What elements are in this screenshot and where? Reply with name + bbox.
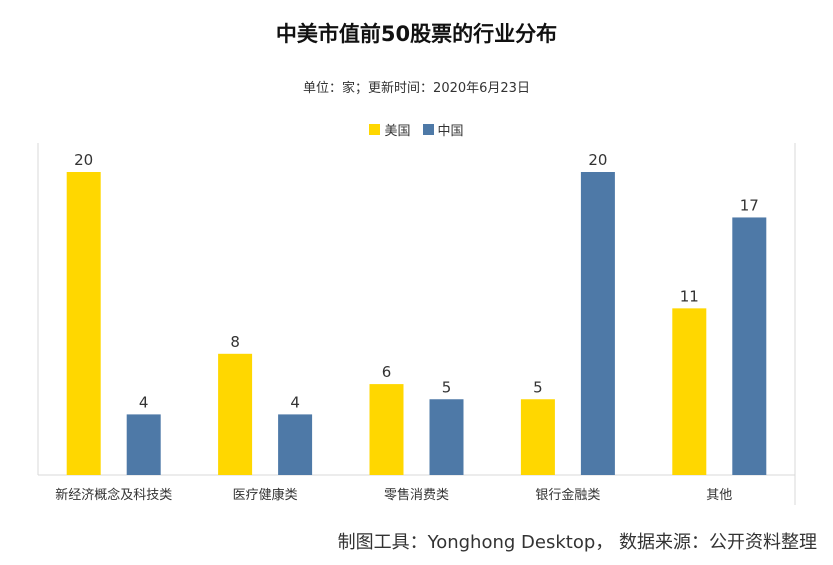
data-label-us-4: 5 bbox=[533, 378, 543, 396]
data-label-china-3: 5 bbox=[442, 378, 452, 396]
legend-item-china: 中国 bbox=[422, 120, 464, 139]
legend-swatch-us bbox=[369, 124, 381, 135]
bar-us-4 bbox=[520, 399, 555, 475]
x-tick-label-2: 医疗健康类 bbox=[233, 487, 298, 503]
legend-label-china: 中国 bbox=[437, 124, 464, 139]
data-label-us-2: 8 bbox=[230, 333, 240, 351]
chart-legend: 美国 中国 bbox=[0, 120, 833, 139]
bar-us-2 bbox=[218, 353, 253, 475]
legend-swatch-china bbox=[422, 124, 434, 135]
bar-china-1 bbox=[126, 414, 161, 475]
data-label-us-5: 11 bbox=[680, 287, 699, 305]
bar-us-1 bbox=[66, 172, 101, 475]
legend-item-us: 美国 bbox=[369, 120, 411, 139]
bar-us-5 bbox=[672, 308, 707, 475]
bar-china-5 bbox=[732, 217, 767, 475]
data-label-china-1: 4 bbox=[139, 393, 149, 411]
bar-china-2 bbox=[278, 414, 313, 475]
x-tick-label-5: 其他 bbox=[706, 488, 732, 503]
footer-source: 制图工具：Yonghong Desktop， 数据来源：公开资料整理 bbox=[337, 532, 817, 553]
legend-label-us: 美国 bbox=[384, 124, 411, 139]
x-tick-label-1: 新经济概念及科技类 bbox=[55, 487, 172, 503]
data-label-us-1: 20 bbox=[74, 151, 93, 169]
bar-us-3 bbox=[369, 384, 404, 475]
x-tick-label-4: 银行金融类 bbox=[535, 487, 600, 503]
bar-china-4 bbox=[580, 172, 615, 475]
data-label-china-2: 4 bbox=[290, 393, 300, 411]
bar-china-3 bbox=[429, 399, 464, 475]
x-tick-label-3: 零售消费类 bbox=[384, 487, 449, 503]
chart-title: 中美市值前50股票的行业分布 bbox=[275, 22, 558, 46]
chart-subtitle: 单位：家；更新时间：2020年6月23日 bbox=[303, 81, 530, 96]
data-label-us-3: 6 bbox=[382, 363, 392, 381]
data-label-china-5: 17 bbox=[740, 196, 759, 214]
data-label-china-4: 20 bbox=[588, 151, 607, 169]
